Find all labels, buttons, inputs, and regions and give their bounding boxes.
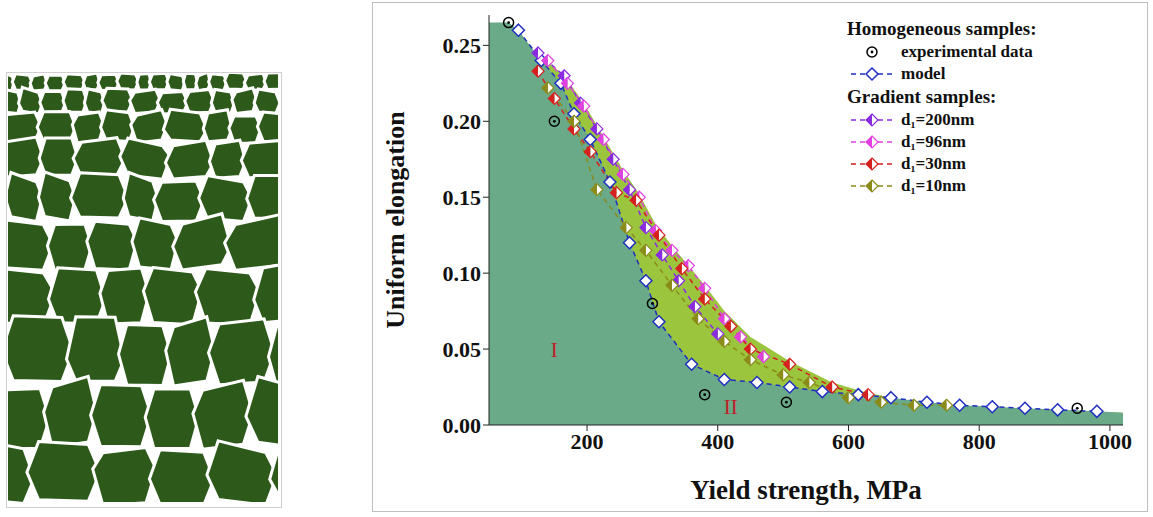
html-text:Homogeneous samples:: Homogeneous samples:	[847, 18, 1037, 39]
svg-text:200: 200	[571, 429, 604, 454]
svg-text:Yield strength, MPa: Yield strength, MPa	[690, 475, 922, 505]
svg-text:0.00: 0.00	[443, 413, 482, 438]
svg-text:0.10: 0.10	[443, 261, 482, 286]
html-text:d₁=10nm: d₁=10nm	[901, 176, 966, 195]
svg-text:800: 800	[963, 429, 996, 454]
svg-text:I: I	[551, 338, 558, 362]
svg-text:0.25: 0.25	[443, 33, 482, 58]
html-text:d₁=200nm: d₁=200nm	[901, 110, 975, 129]
html-text:experimental data: experimental data	[901, 42, 1033, 61]
html-text:model: model	[901, 64, 946, 83]
svg-text:600: 600	[832, 429, 865, 454]
svg-text:Uniform elongation: Uniform elongation	[381, 111, 410, 329]
svg-text:1000: 1000	[1088, 429, 1132, 454]
svg-text:400: 400	[701, 429, 734, 454]
svg-text:0.05: 0.05	[443, 337, 482, 362]
svg-text:0.20: 0.20	[443, 109, 482, 134]
html-text:d₁=96nm: d₁=96nm	[901, 132, 966, 151]
svg-text:II: II	[724, 395, 738, 419]
html-text:Gradient samples:: Gradient samples:	[847, 86, 997, 107]
svg-text:0.15: 0.15	[443, 185, 482, 210]
html-text:d₁=30nm: d₁=30nm	[901, 154, 966, 173]
